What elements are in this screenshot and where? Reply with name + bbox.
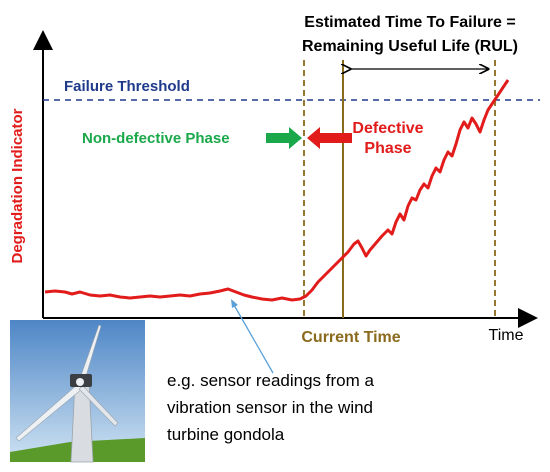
caption-line3: turbine gondola [167, 425, 285, 444]
failure-threshold-label: Failure Threshold [64, 78, 190, 95]
red-left-arrow-icon [307, 127, 352, 149]
wind-turbine-photo [10, 320, 145, 463]
rul-title-line1: Estimated Time To Failure = [304, 14, 515, 31]
defective-phase-label-line1: Defective [352, 120, 423, 137]
leader-arrowhead-icon [231, 299, 238, 308]
green-right-arrow-icon [266, 127, 302, 149]
non-defective-phase-label: Non-defective Phase [82, 130, 230, 147]
caption-line1: e.g. sensor readings from a [167, 371, 374, 390]
rul-title-line2: Remaining Useful Life (RUL) [302, 38, 518, 55]
y-axis-label: Degradation Indicator [9, 108, 26, 263]
caption-line2: vibration sensor in the wind [167, 398, 373, 417]
current-time-label: Current Time [301, 329, 400, 346]
caption-leader-line [233, 304, 274, 374]
x-axis-label: Time [489, 327, 524, 344]
degradation-signal-line [44, 79, 510, 302]
defective-phase-label-line2: Phase [364, 140, 411, 157]
